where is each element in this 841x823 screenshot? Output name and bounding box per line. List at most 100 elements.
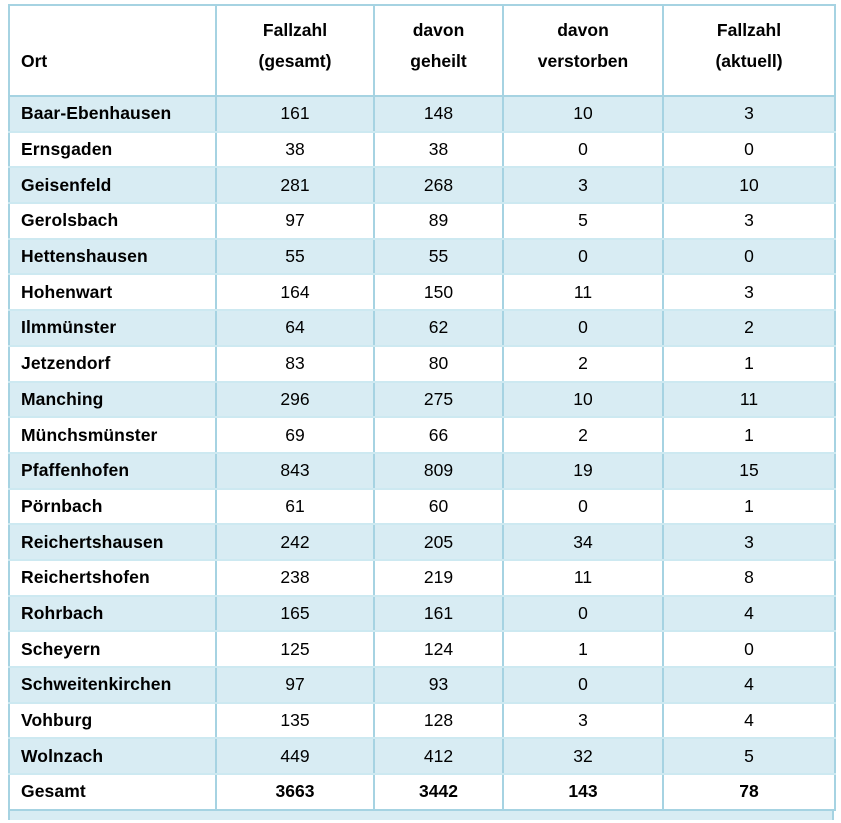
cell-davon-verstorben: 2 <box>502 416 664 454</box>
cell-davon-verstorben: 19 <box>502 451 664 490</box>
cell-fallzahl-gesamt: 281 <box>215 166 375 205</box>
cell-fallzahl-aktuell: 0 <box>662 630 836 668</box>
column-header-ort: Ort <box>8 4 217 97</box>
table-header: Ort Fallzahl (gesamt) davon geheilt davo… <box>8 4 836 97</box>
cell-fallzahl-gesamt: 161 <box>215 95 375 133</box>
cell-fallzahl-gesamt: 843 <box>215 451 375 490</box>
column-header-davon-geheilt: davon geheilt <box>373 4 504 97</box>
covid-cases-table: Ort Fallzahl (gesamt) davon geheilt davo… <box>8 4 836 811</box>
cell-fallzahl-gesamt: 164 <box>215 273 375 312</box>
cell-fallzahl-gesamt: 55 <box>215 237 375 276</box>
cell-ort: Reichertshofen <box>8 558 217 597</box>
cell-davon-verstorben: 11 <box>502 273 664 312</box>
table-row: Reichertshofen 238 219 11 8 <box>8 558 836 597</box>
table-row: Pfaffenhofen 843 809 19 15 <box>8 451 836 490</box>
cell-ort: Ernsgaden <box>8 130 217 169</box>
cell-davon-verstorben: 0 <box>502 130 664 169</box>
cell-davon-verstorben: 10 <box>502 95 664 133</box>
cell-fallzahl-gesamt: 449 <box>215 737 375 776</box>
cell-davon-verstorben: 143 <box>502 773 664 811</box>
cell-ort: Hohenwart <box>8 273 217 312</box>
table-row: Rohrbach 165 161 0 4 <box>8 594 836 633</box>
table-row: Manching 296 275 10 11 <box>8 380 836 419</box>
cell-fallzahl-gesamt: 61 <box>215 487 375 526</box>
table-row: Reichertshausen 242 205 34 3 <box>8 523 836 561</box>
cell-fallzahl-gesamt: 97 <box>215 202 375 240</box>
cell-ort: Schweitenkirchen <box>8 666 217 704</box>
column-header-fallzahl-aktuell: Fallzahl (aktuell) <box>662 4 836 97</box>
header-line: Ort <box>21 51 48 71</box>
cell-fallzahl-gesamt: 97 <box>215 666 375 704</box>
table-row: Ilmmünster 64 62 0 2 <box>8 309 836 347</box>
cell-davon-verstorben: 0 <box>502 594 664 633</box>
cell-davon-geheilt: 55 <box>373 237 504 276</box>
header-line <box>21 15 214 46</box>
cell-davon-verstorben: 2 <box>502 344 664 383</box>
cell-fallzahl-aktuell: 8 <box>662 558 836 597</box>
header-row: Ort Fallzahl (gesamt) davon geheilt davo… <box>8 4 836 97</box>
cell-ort: Jetzendorf <box>8 344 217 383</box>
cell-fallzahl-gesamt: 125 <box>215 630 375 668</box>
table-total-row: Gesamt 3663 3442 143 78 <box>8 773 836 811</box>
cell-fallzahl-aktuell: 15 <box>662 451 836 490</box>
cell-fallzahl-aktuell: 4 <box>662 701 836 740</box>
cell-davon-geheilt: 128 <box>373 701 504 740</box>
cell-davon-verstorben: 0 <box>502 237 664 276</box>
header-line: geheilt <box>410 51 467 71</box>
cell-davon-geheilt: 148 <box>373 95 504 133</box>
cell-fallzahl-gesamt: 38 <box>215 130 375 169</box>
cell-davon-verstorben: 0 <box>502 309 664 347</box>
cell-fallzahl-gesamt: 69 <box>215 416 375 454</box>
cell-davon-geheilt: 268 <box>373 166 504 205</box>
cell-davon-verstorben: 10 <box>502 380 664 419</box>
cell-davon-verstorben: 32 <box>502 737 664 776</box>
cell-davon-geheilt: 93 <box>373 666 504 704</box>
cell-davon-geheilt: 412 <box>373 737 504 776</box>
cell-fallzahl-gesamt: 135 <box>215 701 375 740</box>
cell-ort: Rohrbach <box>8 594 217 633</box>
cell-fallzahl-aktuell: 4 <box>662 666 836 704</box>
cell-ort: Scheyern <box>8 630 217 668</box>
cell-davon-geheilt: 66 <box>373 416 504 454</box>
table-row: Geisenfeld 281 268 3 10 <box>8 166 836 205</box>
cell-ort: Hettenshausen <box>8 237 217 276</box>
cell-davon-geheilt: 205 <box>373 523 504 561</box>
cell-davon-geheilt: 809 <box>373 451 504 490</box>
table-row: Scheyern 125 124 1 0 <box>8 630 836 668</box>
cell-davon-verstorben: 34 <box>502 523 664 561</box>
cell-ort: Ilmmünster <box>8 309 217 347</box>
cell-ort: Pörnbach <box>8 487 217 526</box>
header-line: davon <box>412 20 465 40</box>
cell-fallzahl-gesamt: 296 <box>215 380 375 419</box>
table-row: Pörnbach 61 60 0 1 <box>8 487 836 526</box>
cell-fallzahl-aktuell: 3 <box>662 202 836 240</box>
cell-davon-geheilt: 275 <box>373 380 504 419</box>
cell-fallzahl-aktuell: 0 <box>662 130 836 169</box>
cell-ort: Münchsmünster <box>8 416 217 454</box>
header-line: davon <box>557 20 609 40</box>
table-row: Schweitenkirchen 97 93 0 4 <box>8 666 836 704</box>
table-body: Baar-Ebenhausen 161 148 10 3 Ernsgaden 3… <box>8 95 836 811</box>
cell-ort: Baar-Ebenhausen <box>8 95 217 133</box>
cell-ort: Vohburg <box>8 701 217 740</box>
table-row: Hohenwart 164 150 11 3 <box>8 273 836 312</box>
cell-fallzahl-gesamt: 238 <box>215 558 375 597</box>
cell-fallzahl-aktuell: 10 <box>662 166 836 205</box>
cell-davon-geheilt: 80 <box>373 344 504 383</box>
header-line: Fallzahl <box>262 20 328 40</box>
cell-fallzahl-gesamt: 3663 <box>215 773 375 811</box>
table-row: Münchsmünster 69 66 2 1 <box>8 416 836 454</box>
cell-ort: Manching <box>8 380 217 419</box>
column-header-fallzahl-gesamt: Fallzahl (gesamt) <box>215 4 375 97</box>
cell-fallzahl-aktuell: 4 <box>662 594 836 633</box>
header-line: (aktuell) <box>715 51 783 71</box>
table-row: Vohburg 135 128 3 4 <box>8 701 836 740</box>
cell-davon-verstorben: 3 <box>502 166 664 205</box>
header-line: verstorben <box>537 51 629 71</box>
cell-davon-geheilt: 3442 <box>373 773 504 811</box>
cell-davon-verstorben: 0 <box>502 666 664 704</box>
cell-fallzahl-aktuell: 78 <box>662 773 836 811</box>
cell-davon-verstorben: 0 <box>502 487 664 526</box>
column-header-davon-verstorben: davon verstorben <box>502 4 664 97</box>
cell-davon-verstorben: 3 <box>502 701 664 740</box>
